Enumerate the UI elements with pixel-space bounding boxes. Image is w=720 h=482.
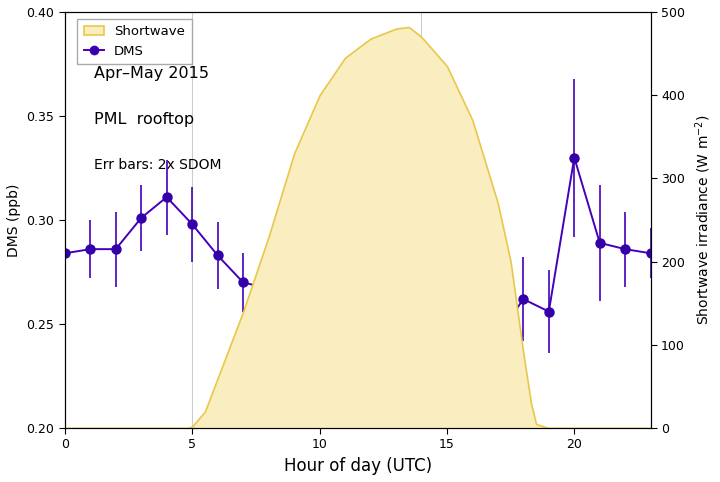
Text: Err bars: 2x SDOM: Err bars: 2x SDOM <box>94 158 222 172</box>
Text: PML  rooftop: PML rooftop <box>94 112 194 127</box>
Y-axis label: DMS (ppb): DMS (ppb) <box>7 183 21 257</box>
X-axis label: Hour of day (UTC): Hour of day (UTC) <box>284 457 432 475</box>
Text: Apr–May 2015: Apr–May 2015 <box>94 66 209 81</box>
Legend: Shortwave, DMS: Shortwave, DMS <box>77 18 192 64</box>
Y-axis label: Shortwave irradiance (W m$^{-2}$): Shortwave irradiance (W m$^{-2}$) <box>693 115 713 325</box>
